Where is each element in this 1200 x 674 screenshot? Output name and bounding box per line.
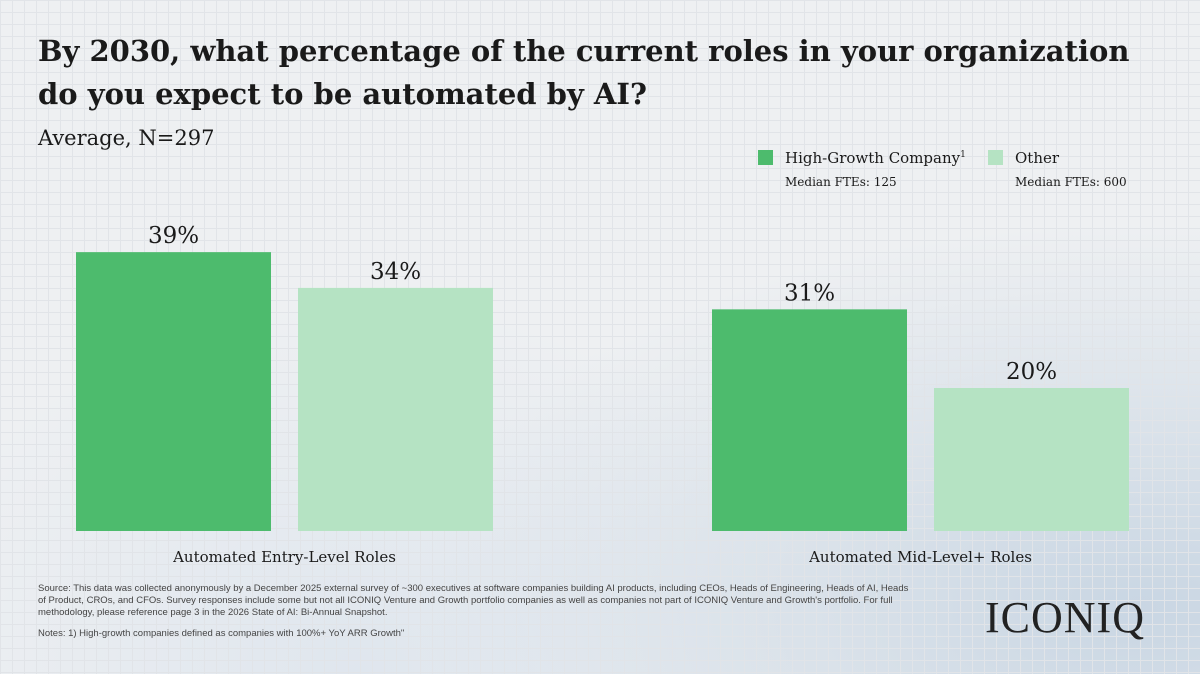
legend-detail: Median FTEs: 600	[1015, 175, 1127, 189]
legend-swatch	[758, 150, 773, 165]
legend-note-marker: 1	[960, 150, 966, 160]
legend-label: High-Growth Company1	[785, 149, 966, 167]
chart-title: By 2030, what percentage of the current …	[38, 34, 1130, 111]
value-label: 34%	[370, 259, 421, 285]
x-tick-label: Automated Entry-Level Roles	[172, 548, 396, 566]
bar	[76, 252, 271, 531]
legend-detail: Median FTEs: 125	[785, 175, 897, 189]
bar	[298, 287, 493, 531]
value-label: 20%	[1006, 359, 1057, 385]
legend-name: Other	[1015, 149, 1060, 167]
x-tick-label: Automated Mid-Level+ Roles	[808, 548, 1032, 566]
source-note: Source: This data was collected anonymou…	[38, 583, 909, 618]
chart-subtitle: Average, N=297	[38, 126, 215, 150]
bar	[712, 309, 907, 531]
bar	[934, 388, 1129, 531]
brand-logo: ICONIQ	[985, 593, 1145, 642]
legend-swatch	[988, 150, 1003, 165]
legend-label: Other	[1015, 149, 1060, 167]
value-label: 31%	[784, 280, 835, 306]
legend-name: High-Growth Company	[785, 149, 961, 167]
value-label: 39%	[148, 223, 199, 249]
footnote: Notes: 1) High-growth companies defined …	[38, 628, 405, 639]
